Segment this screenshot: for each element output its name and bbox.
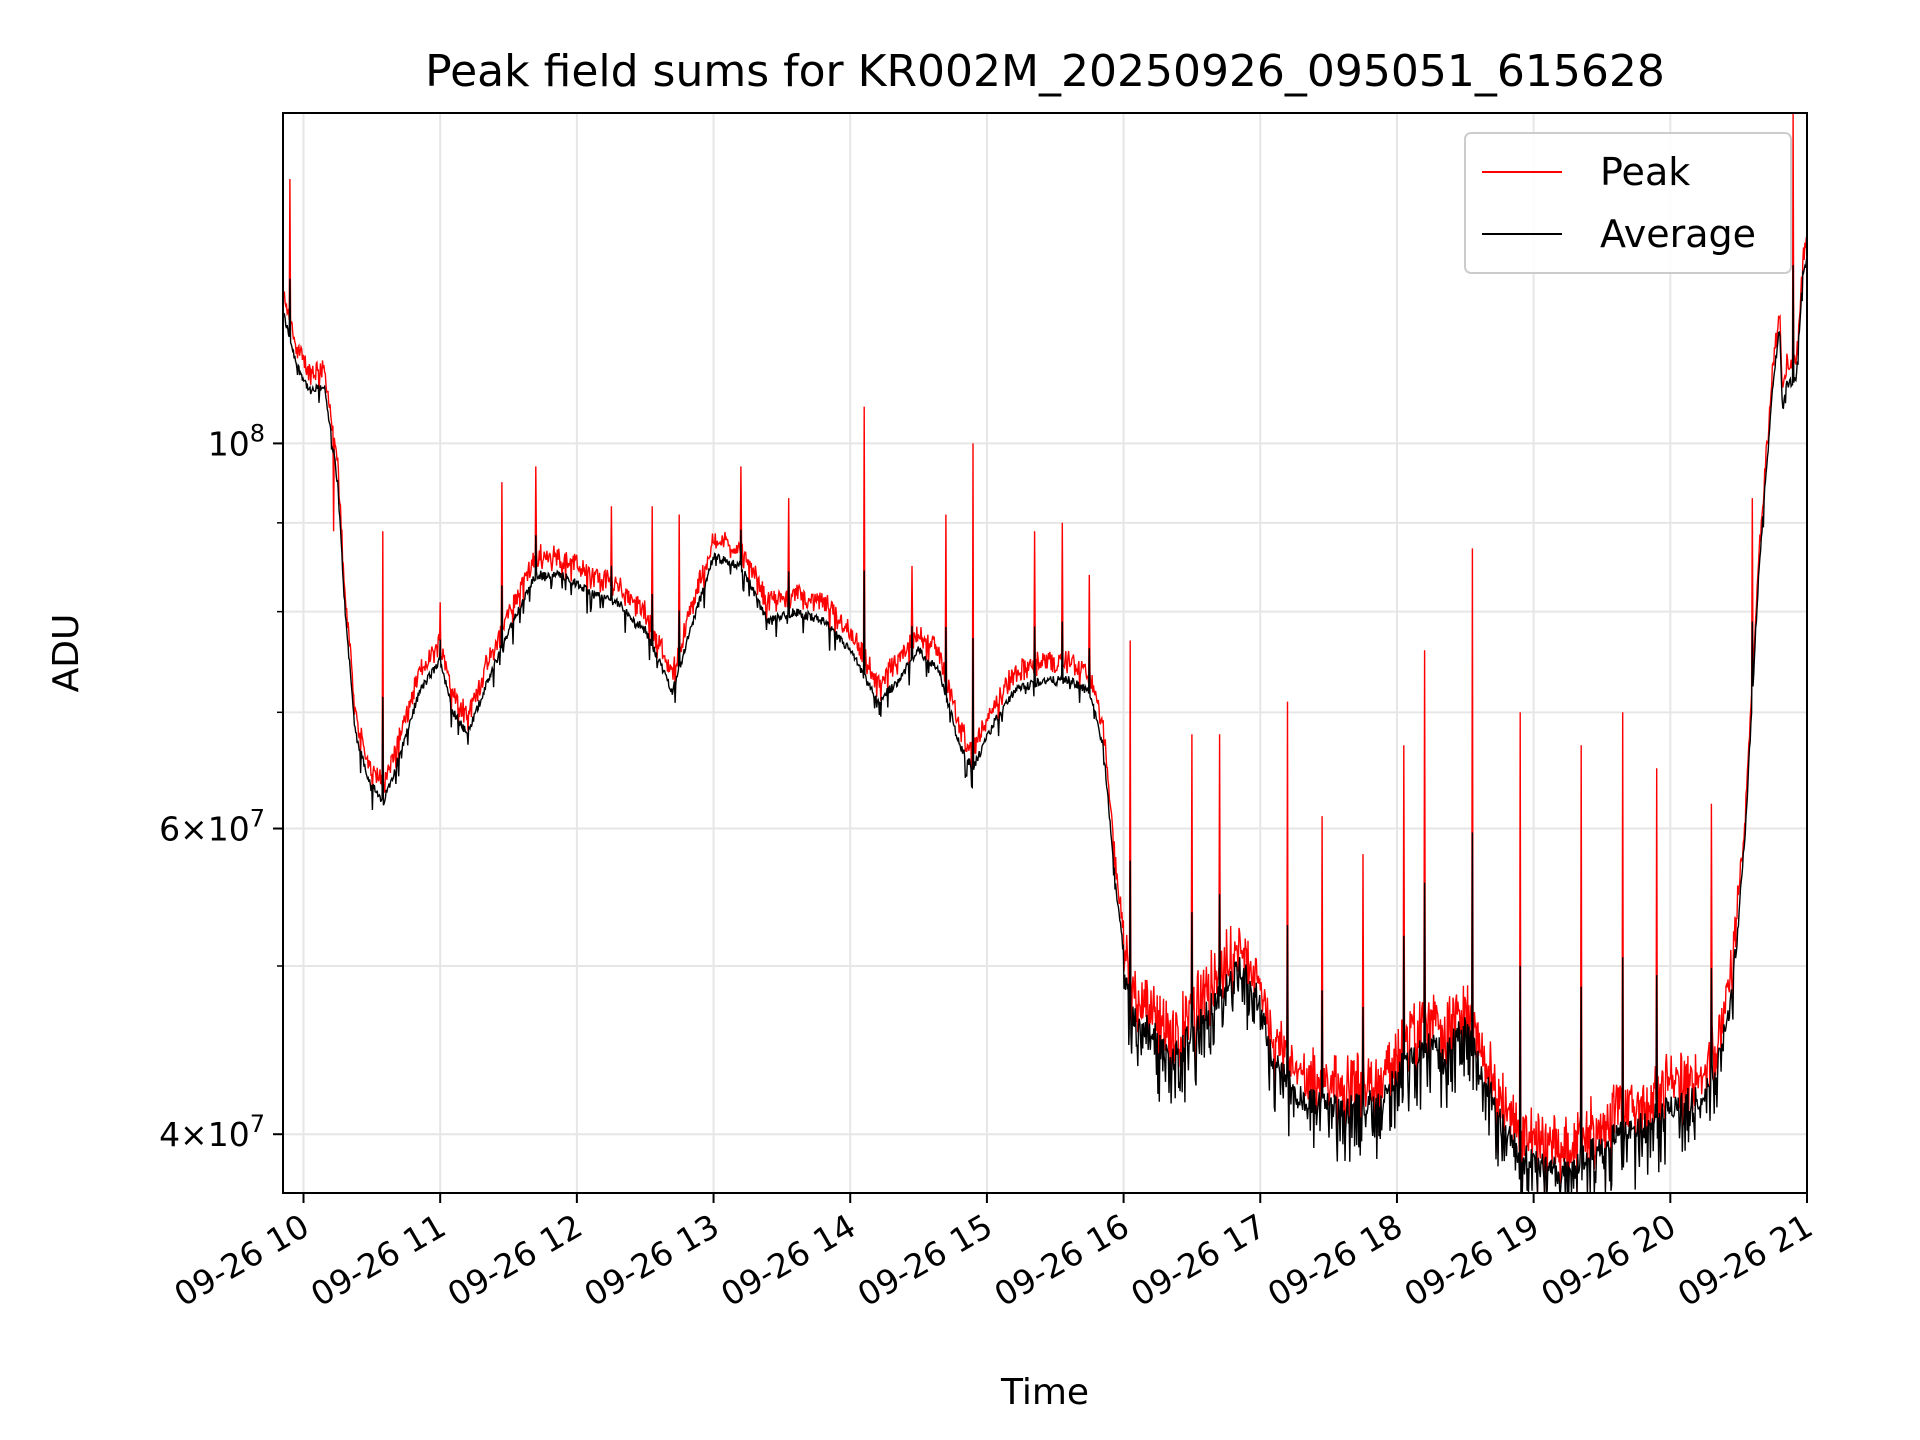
plot-frame bbox=[282, 112, 1808, 1194]
x-tick-label: 09-26 11 bbox=[304, 1206, 452, 1314]
x-tick-label: 09-26 15 bbox=[851, 1206, 999, 1314]
x-tick-label: 09-26 18 bbox=[1261, 1206, 1409, 1314]
x-axis-label: Time bbox=[1000, 1372, 1089, 1413]
x-tick-label: 09-26 10 bbox=[168, 1206, 316, 1314]
x-tick-label: 09-26 19 bbox=[1398, 1206, 1546, 1314]
x-tick-label: 09-26 16 bbox=[988, 1206, 1136, 1314]
y-tick-label: 4×107 bbox=[159, 1110, 265, 1154]
x-tick-label: 09-26 21 bbox=[1671, 1206, 1819, 1314]
y-tick-label: 6×107 bbox=[159, 805, 265, 849]
legend-peak-label: Peak bbox=[1600, 150, 1690, 194]
y-tick-base: 10 bbox=[208, 810, 250, 849]
legend-average-label: Average bbox=[1600, 212, 1756, 256]
x-tick-label: 09-26 17 bbox=[1124, 1206, 1272, 1314]
x-tick-label: 09-26 14 bbox=[714, 1206, 862, 1314]
y-tick-exponent: 7 bbox=[250, 805, 265, 833]
series-layer bbox=[283, 113, 1807, 1193]
y-tick-exponent: 8 bbox=[250, 419, 265, 447]
series-average-line bbox=[283, 255, 1807, 1193]
legend: Peak Average bbox=[1464, 132, 1792, 274]
x-tick-label: 09-26 20 bbox=[1534, 1206, 1682, 1314]
legend-box bbox=[1464, 132, 1792, 274]
y-tick-label: 108 bbox=[208, 419, 265, 463]
y-tick-exponent: 7 bbox=[250, 1110, 265, 1138]
x-tick-label: 09-26 12 bbox=[441, 1206, 589, 1314]
y-tick-mantissa: 4× bbox=[159, 1115, 208, 1154]
chart-title: Peak field sums for KR002M_20250926_0950… bbox=[425, 46, 1665, 97]
y-tick-mantissa: 6× bbox=[159, 810, 208, 849]
series-peak-line bbox=[283, 113, 1807, 1193]
x-tick-label: 09-26 13 bbox=[578, 1206, 726, 1314]
grid bbox=[283, 113, 1808, 1193]
y-tick-base: 10 bbox=[208, 1115, 250, 1154]
y-tick-base: 10 bbox=[208, 424, 250, 463]
y-axis-label: ADU bbox=[46, 614, 87, 693]
